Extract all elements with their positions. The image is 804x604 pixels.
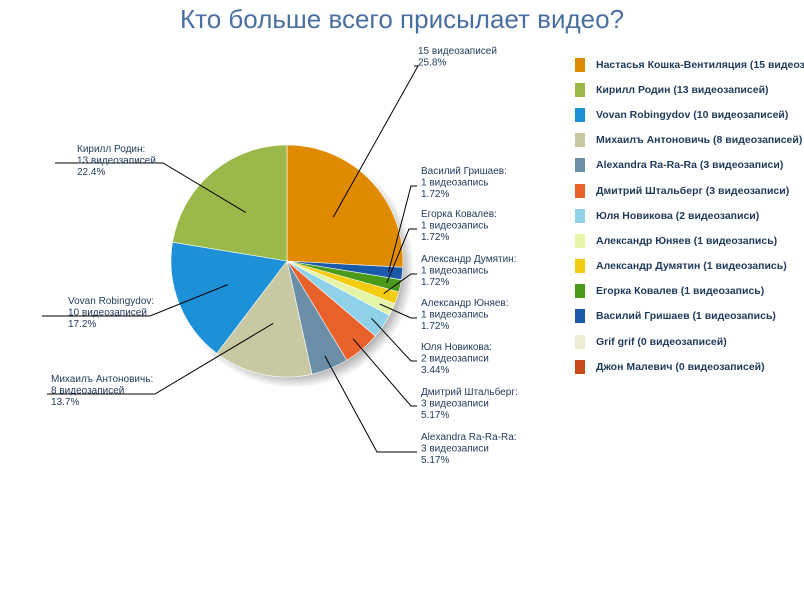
data-label: Alexandra Ra-Ra-Ra: 3 видеозаписи 5.17% [421,432,517,466]
pie-slice[interactable] [286,144,404,268]
legend-swatch [575,359,585,374]
data-label: Василий Гришаев: 1 видеозапись 1.72% [421,166,507,200]
legend-item[interactable]: Михаилъ Антоновичь (8 видеозаписей) [575,128,804,153]
leader-line [332,65,419,218]
legend-swatch [575,309,585,324]
leader-line [324,355,417,453]
legend-label: Егорка Ковалев (1 видеозапись) [596,285,765,298]
legend-swatch [575,334,585,349]
legend-label: Василий Гришаев (1 видеозапись) [596,310,776,323]
legend-swatch [575,284,585,299]
legend-swatch [575,133,585,148]
chart-title: Кто больше всего присылает видео? [179,4,625,34]
leader-line [42,284,228,317]
legend-item[interactable]: Настасья Кошка-Вентиляция (15 видеозапис… [575,52,804,77]
pie-slice[interactable] [216,260,313,378]
leader-line [379,303,417,319]
legend-label: Александр Юняев (1 видеозапись) [596,234,778,247]
legend-label: Vovan Robingydov (10 видеозаписей) [596,108,789,121]
legend-item[interactable]: Grif grif (0 видеозаписей) [575,329,804,354]
data-label: Vovan Robingydov: 10 видеозаписей 17.2% [68,296,154,330]
legend-swatch [575,57,585,72]
legend-swatch [575,208,585,223]
leader-line [352,338,417,407]
legend-item[interactable]: Alexandra Ra-Ra-Ra (3 видеозаписи) [575,153,804,178]
data-label: 15 видеозаписей 25.8% [418,46,497,69]
legend-label: Alexandra Ra-Ra-Ra (3 видеозаписи) [596,159,784,172]
legend-label: Настасья Кошка-Вентиляция (15 видеозапис… [596,58,804,71]
leader-line [55,162,246,213]
legend-swatch [575,107,585,122]
data-label: Кирилл Родин: 13 видеозаписей 22.4% [77,144,156,178]
legend-label: Джон Малевич (0 видеозаписей) [596,360,765,373]
legend-item[interactable]: Василий Гришаев (1 видеозапись) [575,304,804,329]
legend-label: Grif grif (0 видеозаписей) [596,335,727,348]
legend-label: Александр Думятин (1 видеозапись) [596,260,787,273]
legend-item[interactable]: Александр Юняев (1 видеозапись) [575,228,804,253]
legend-item[interactable]: Дмитрий Штальберг (3 видеозаписи) [575,178,804,203]
legend-item[interactable]: Егорка Ковалев (1 видеозапись) [575,279,804,304]
leader-line [386,228,417,284]
leader-line [383,273,417,295]
leader-line [371,317,417,362]
legend-swatch [575,158,585,173]
legend-item[interactable]: Кирилл Родин (13 видеозаписей) [575,77,804,102]
leader-line [47,322,274,395]
legend-item[interactable]: Юля Новикова (2 видеозаписи) [575,203,804,228]
legend-label: Кирилл Родин (13 видеозаписей) [596,83,769,96]
legend-item[interactable]: Vovan Robingydov (10 видеозаписей) [575,102,804,127]
data-label: Александр Думятин: 1 видеозапись 1.72% [421,254,516,288]
legend: Настасья Кошка-Вентиляция (15 видеозапис… [575,52,804,379]
legend-label: Михаилъ Антоновичь (8 видеозаписей) [596,134,803,147]
legend-label: Юля Новикова (2 видеозаписи) [596,209,760,222]
legend-swatch [575,233,585,248]
legend-swatch [575,183,585,198]
data-label: Юля Новикова: 2 видеозаписи 3.44% [421,342,492,376]
legend-item[interactable]: Александр Думятин (1 видеозапись) [575,254,804,279]
legend-swatch [575,82,585,97]
data-label: Михаилъ Антоновичь: 8 видеозаписей 13.7% [51,374,153,408]
legend-label: Дмитрий Штальберг (3 видеозаписи) [596,184,790,197]
data-label: Егорка Ковалев: 1 видеозапись 1.72% [421,209,497,243]
leader-line [388,185,417,273]
data-label: Александр Юняев: 1 видеозапись 1.72% [421,298,509,332]
legend-item[interactable]: Джон Малевич (0 видеозаписей) [575,354,804,379]
data-label: Дмитрий Штальберг: 3 видеозаписи 5.17% [421,386,518,421]
legend-swatch [575,259,585,274]
